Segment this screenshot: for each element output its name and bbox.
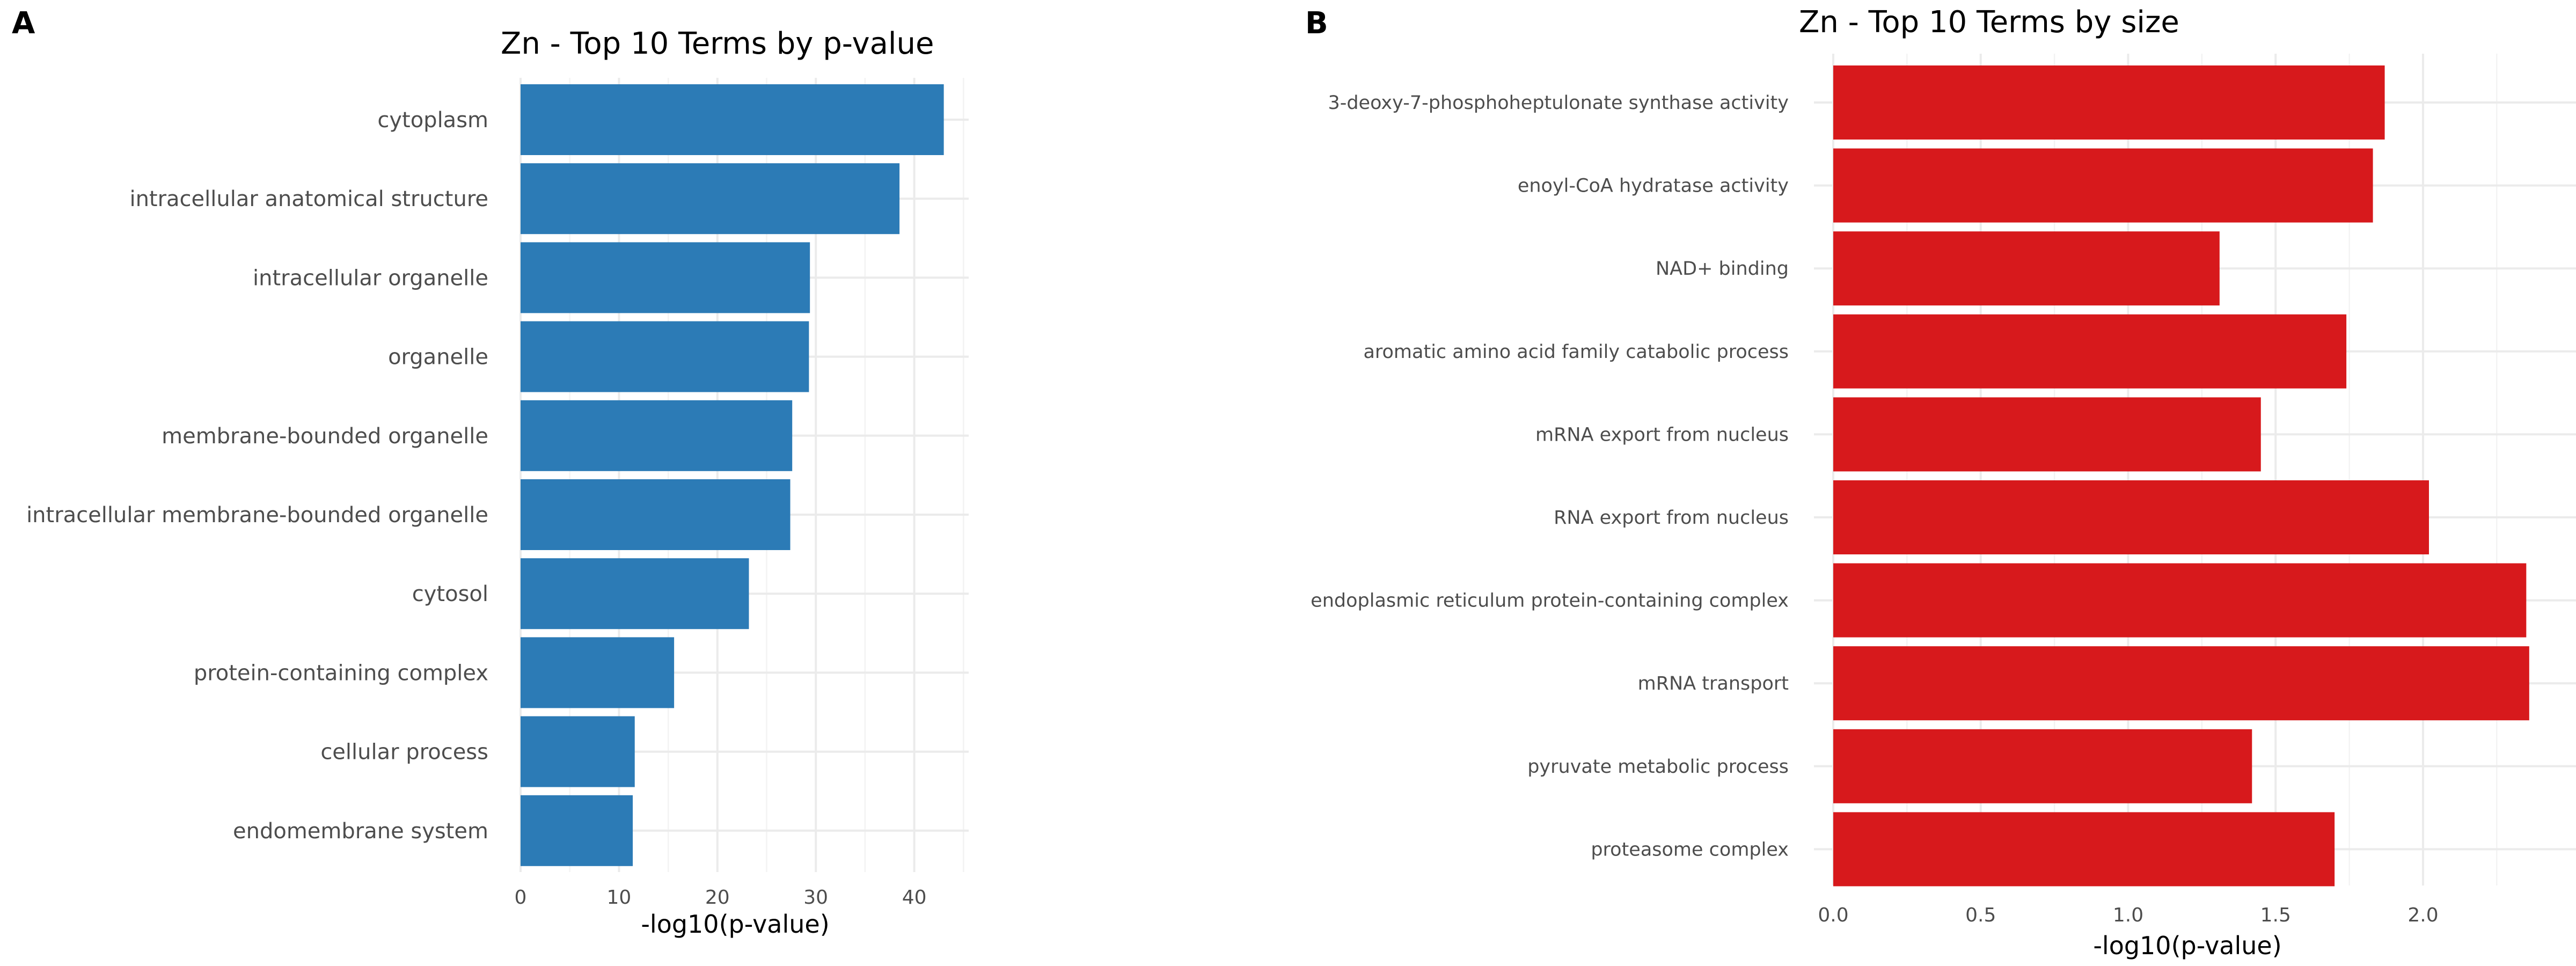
panel-a-y-tick-label: cytoplasm [377,108,488,133]
panel-a-y-tick-label: organelle [388,345,488,370]
panel-b-bars [1833,65,2529,887]
panel-a-bar [521,321,809,392]
panel-a-bar [521,400,793,471]
panel-b: B Zn - Top 10 Terms by size 3-deoxy-7-ph… [1305,5,2576,960]
panel-b-bar [1833,563,2527,638]
panel-b-x-axis-title: -log10(p-value) [2093,931,2281,960]
panel-b-bar [1833,729,2252,803]
panel-b-x-tick-label: 0.0 [1818,904,1848,926]
panel-b-bar [1833,65,2385,140]
panel-a-bar [521,242,810,313]
panel-b-y-tick-labels: 3-deoxy-7-phosphoheptulonate synthase ac… [1311,92,1789,860]
panel-a-y-tick-label: endomembrane system [233,819,488,844]
panel-a-y-tick-label: intracellular anatomical structure [129,187,488,211]
panel-a-bar [521,795,633,866]
panel-a-y-tick-label: intracellular membrane-bounded organelle [26,503,488,528]
panel-a-x-tick-label: 0 [515,887,527,909]
panel-b-bar [1833,397,2261,472]
panel-b-y-tick-label: mRNA transport [1638,673,1789,694]
panel-b-bar [1833,314,2347,389]
panel-a-title: Zn - Top 10 Terms by p-value [501,26,934,61]
panel-b-x-tick-label: 0.5 [1965,904,1996,926]
panel-b-x-tick-label: 1.0 [2113,904,2143,926]
panel-a-bar [521,163,900,235]
panel-b-y-tick-label: mRNA export from nucleus [1535,424,1789,445]
panel-b-label: B [1305,6,1328,41]
panel-a-bar [521,84,944,155]
panel-a-bars [521,84,944,866]
panel-a-bar [521,558,749,630]
panel-b-x-tick-label: 1.5 [2260,904,2291,926]
panel-a-x-tick-label: 40 [902,887,927,909]
panel-a-y-tick-label: membrane-bounded organelle [162,424,488,449]
panel-a-x-tick-label: 20 [705,887,730,909]
panel-b-y-tick-label: aromatic amino acid family catabolic pro… [1363,341,1789,363]
panel-a-x-tick-labels: 0 10 20 30 40 [515,887,927,909]
panel-a-y-tick-labels: cytoplasm intracellular anatomical struct… [26,108,488,844]
panel-b-y-tick-label: proteasome complex [1591,839,1789,860]
panel-b-x-tick-labels: 0.0 0.5 1.0 1.5 2.0 [1818,904,2438,926]
panel-b-y-tick-label: 3-deoxy-7-phosphoheptulonate synthase ac… [1328,92,1789,114]
panel-b-bar [1833,812,2335,887]
panel-a-bar [521,637,675,708]
panel-b-y-tick-label: pyruvate metabolic process [1527,756,1789,778]
panel-a-label: A [12,6,35,41]
panel-b-bar [1833,480,2429,554]
panel-a-x-tick-label: 30 [803,887,828,909]
panel-b-y-tick-label: enoyl-CoA hydratase activity [1518,175,1789,197]
panel-a-y-tick-label: cytosol [412,582,488,606]
panel-b-y-tick-label: endoplasmic reticulum protein-containing… [1311,590,1789,612]
panel-b-bar [1833,646,2529,721]
panel-a-bar [521,716,635,787]
panel-a-y-tick-label: protein-containing complex [194,661,488,685]
panel-a-x-axis-title: -log10(p-value) [641,910,829,939]
panel-a-y-tick-label: cellular process [320,740,488,765]
panel-b-title: Zn - Top 10 Terms by size [1799,5,2179,40]
panel-a-bar [521,479,791,550]
panel-a-y-tick-label: intracellular organelle [253,266,488,290]
panel-a-x-tick-label: 10 [606,887,631,909]
panel-b-bar [1833,231,2220,306]
panel-b-y-tick-label: RNA export from nucleus [1554,507,1789,529]
panel-a: A Zn - Top 10 Terms by p-value cytoplasm… [12,6,969,939]
panel-b-x-tick-label: 2.0 [2407,904,2438,926]
panel-b-y-tick-label: NAD+ binding [1656,258,1789,280]
panel-b-bar [1833,148,2373,223]
